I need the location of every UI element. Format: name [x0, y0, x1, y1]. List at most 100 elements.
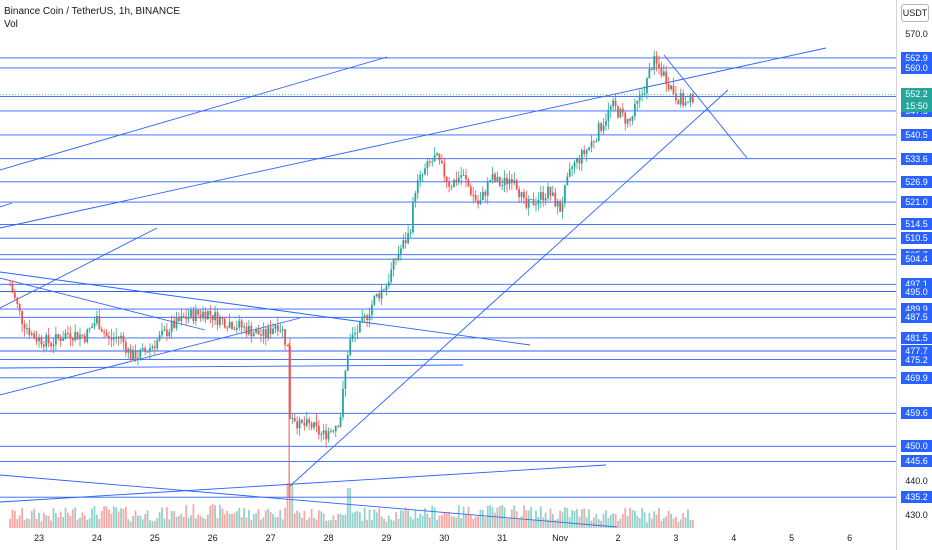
volume-bar	[431, 505, 434, 528]
candle-body	[677, 100, 680, 105]
volume-bar	[122, 509, 125, 528]
volume-bar	[467, 506, 470, 528]
price-axis[interactable]	[896, 0, 932, 550]
volume-bar	[18, 515, 21, 528]
candle-body	[158, 335, 161, 341]
candle-body	[100, 329, 103, 332]
candle-body	[250, 326, 253, 337]
time-tick-label: 30	[439, 533, 450, 543]
candle-body	[537, 199, 540, 205]
level-price-label: 514.5	[901, 218, 932, 231]
volume-bar	[549, 508, 552, 528]
volume-bar	[491, 507, 494, 528]
candle-body	[211, 315, 214, 321]
volume-bar	[520, 515, 523, 528]
candle-body	[327, 431, 330, 440]
volume-bar	[375, 512, 378, 528]
volume-bar	[124, 506, 127, 528]
volume-bar	[226, 511, 229, 528]
volume-bar	[108, 509, 110, 528]
candle-body	[298, 419, 301, 429]
volume-bar	[168, 519, 171, 528]
candle-body	[281, 329, 284, 331]
volume-bar	[231, 514, 233, 528]
candle-body	[105, 332, 108, 336]
candle-body	[129, 348, 132, 360]
candle-body	[98, 316, 101, 330]
candle-body	[371, 304, 373, 315]
candle-body	[344, 370, 347, 389]
volume-bar	[59, 511, 62, 528]
candle-body	[226, 327, 229, 329]
volume-bar	[561, 512, 564, 528]
candle-body	[40, 337, 43, 345]
volume-bar	[626, 516, 629, 528]
time-tick-label: 27	[265, 533, 276, 543]
trend-line	[0, 271, 531, 346]
volume-bar	[653, 511, 656, 528]
candle-body	[660, 67, 663, 76]
volume-bar	[404, 507, 407, 528]
level-price-label: 510.5	[901, 232, 932, 245]
candle-body	[315, 422, 318, 426]
volume-bar	[689, 519, 692, 528]
candle-body	[414, 193, 417, 202]
volume-bar	[274, 517, 277, 528]
bar-countdown-label: 15:50	[901, 99, 932, 112]
volume-bar	[542, 517, 545, 528]
volume-bar	[223, 514, 226, 528]
volume-bar	[197, 514, 200, 528]
candle-body	[91, 326, 93, 329]
candle-body	[421, 174, 424, 176]
level-price-label: 459.6	[901, 407, 932, 420]
volume-bar	[296, 510, 299, 528]
volume-bar	[243, 507, 245, 528]
candle-body	[144, 348, 147, 352]
volume-bar	[264, 510, 267, 528]
candle-body	[168, 331, 171, 337]
candle-body	[544, 198, 547, 201]
volume-bar	[175, 516, 178, 528]
candle-body	[214, 312, 217, 321]
candle-body	[585, 149, 588, 155]
time-tick-label: 26	[207, 533, 218, 543]
level-price-label: 504.4	[901, 253, 932, 266]
candle-body	[687, 101, 689, 103]
volume-bar	[684, 517, 687, 528]
candle-body	[192, 309, 195, 321]
candle-body	[356, 332, 359, 334]
volume-bar	[132, 515, 134, 528]
volume-bar	[9, 518, 11, 528]
candle-body	[373, 296, 376, 305]
volume-bar	[305, 519, 308, 528]
volume-bar	[621, 513, 624, 528]
volume-bar	[98, 518, 101, 528]
candle-body	[69, 333, 72, 339]
volume-bar	[474, 516, 477, 528]
candle-body	[399, 248, 402, 254]
candle-body	[245, 326, 248, 335]
volume-bar	[112, 506, 115, 528]
candle-body	[530, 198, 533, 200]
candle-body	[127, 348, 130, 353]
volume-bar	[120, 508, 122, 528]
candle-body	[86, 329, 89, 343]
candle-body	[81, 334, 84, 336]
candle-body	[153, 346, 156, 349]
volume-bar	[544, 512, 547, 528]
volume-bar	[578, 516, 581, 528]
candle-body	[600, 123, 603, 131]
symbol-title[interactable]: Binance Coin / TetherUS, 1h, BINANCE	[4, 6, 181, 17]
candle-body	[518, 189, 520, 198]
volume-bar	[289, 483, 291, 528]
candle-body	[156, 340, 159, 349]
volume-indicator-label[interactable]: Vol	[4, 19, 18, 30]
volume-bar	[436, 519, 438, 528]
candle-body	[506, 177, 508, 185]
candle-body	[267, 327, 270, 338]
candle-body	[433, 155, 436, 162]
candle-body	[115, 336, 118, 339]
volume-bar	[245, 517, 248, 528]
currency-button[interactable]: USDT	[901, 4, 929, 22]
